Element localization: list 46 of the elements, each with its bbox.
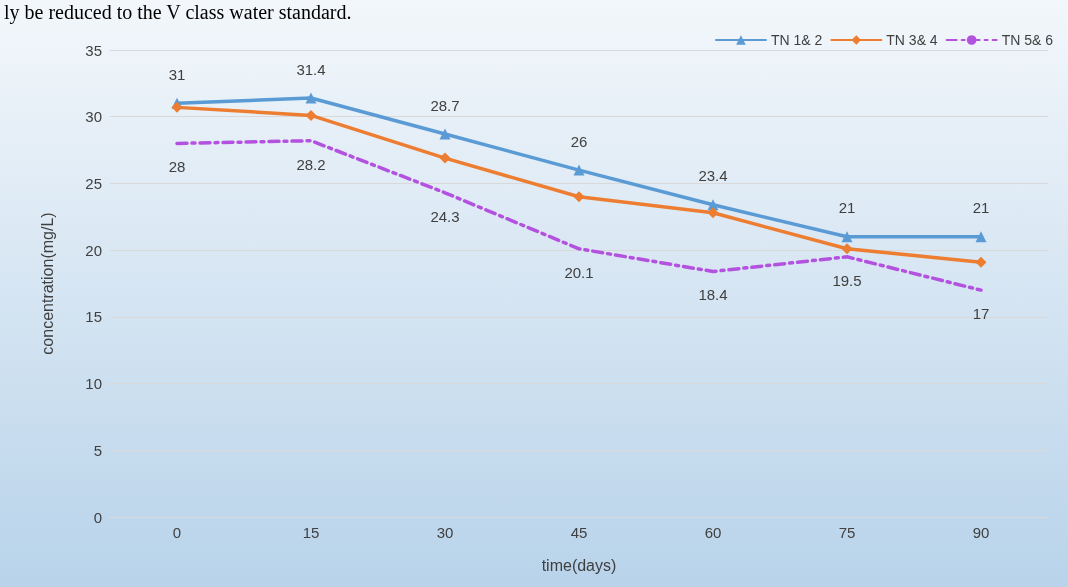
y-tick-label: 5 [93,441,102,459]
data-label: 28.2 [296,155,326,173]
y-tick-label: 25 [85,174,102,192]
x-tick-label: 15 [302,524,320,541]
x-tick-label: 30 [436,524,454,541]
legend-label: TN 3& 4 [886,32,938,48]
data-label: 21 [838,199,856,217]
data-label: 31.4 [296,60,326,78]
legend-label: TN 5& 6 [1001,32,1054,48]
point [171,101,183,113]
y-axis-title: concentration(mg/L) [38,212,56,355]
data-label: 19.5 [832,271,862,289]
y-tick-label: 0 [93,508,102,526]
x-axis-title: time(days) [541,556,617,574]
text: ly be reduced to the V class water standard. [4,1,352,24]
data-label: 28 [168,158,186,176]
point [841,243,853,255]
x-tick-label: 90 [972,524,990,541]
point [841,231,853,243]
point [439,128,451,140]
y-tick-label: 10 [85,375,102,393]
point [975,256,987,268]
data-label: 20.1 [564,263,594,281]
point [305,92,317,104]
point [439,152,451,164]
data-label: 18.4 [698,286,728,304]
point [573,191,585,203]
x-tick-label: 60 [704,524,722,541]
data-label: 31 [168,65,186,83]
x-tick-label: 75 [838,524,856,541]
y-tick-label: 35 [85,41,102,59]
y-tick-label: 30 [85,108,102,126]
data-label: 17 [972,305,990,323]
y-tick-label: 15 [85,308,102,326]
y-tick-label: 20 [85,241,102,259]
x-tick-label: 45 [570,524,588,541]
data-label: 23.4 [698,167,728,185]
legend-label: TN 1& 2 [770,32,823,48]
data-label: 28.7 [430,96,460,114]
data-label: 26 [570,132,588,150]
point [573,164,585,176]
point [707,207,719,219]
x-tick-label: 0 [172,524,182,541]
data-label: 21 [972,199,990,217]
point [975,231,987,243]
data-label: 24.3 [430,207,460,225]
